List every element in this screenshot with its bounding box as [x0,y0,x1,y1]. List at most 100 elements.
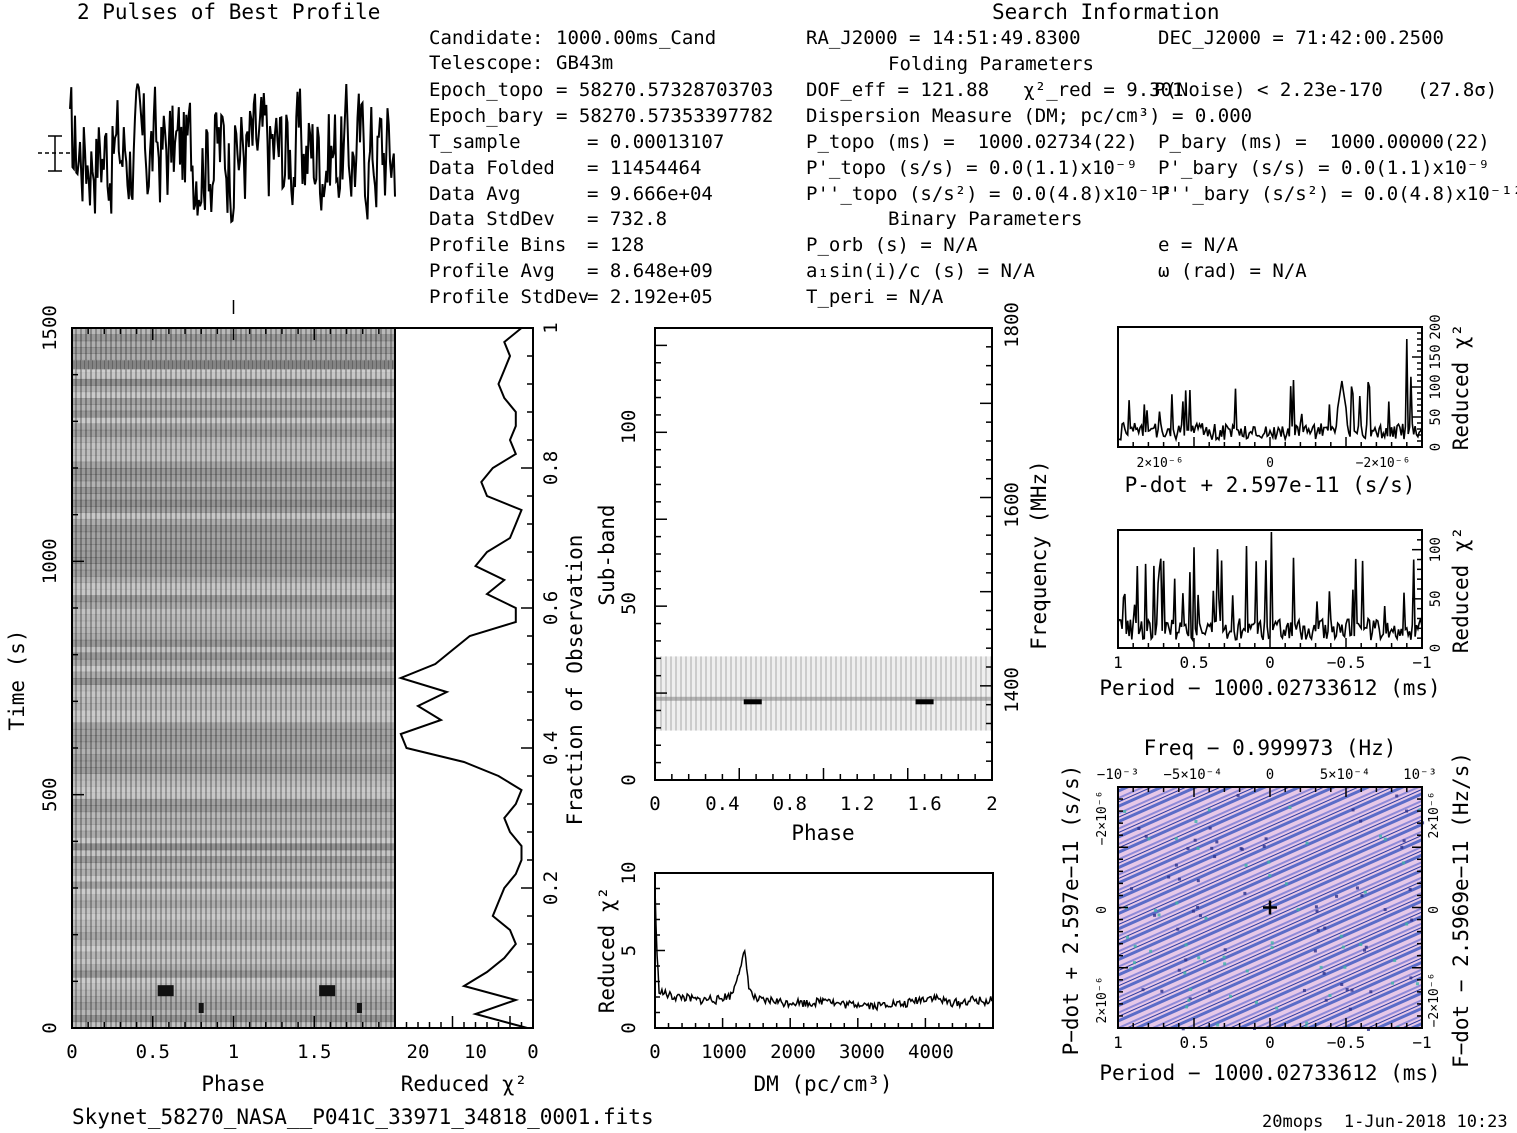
time-row [72,436,395,444]
x-tick-label: 0.4 [705,793,739,815]
time-row [72,620,395,628]
search-title: Search Information [992,0,1220,24]
y-tick-label: 0 [39,1022,61,1033]
info-label: Candidate: [429,27,544,49]
asini-text: a₁sin(i)/c (s) = N/A [806,260,1035,282]
info-value: = 128 [587,234,645,256]
y2-tick-label: 1400 [1001,667,1023,713]
pulse-blob [319,985,336,997]
time-row [72,353,395,361]
time-chi2-line [397,327,528,1029]
time-row [72,391,395,399]
time-row [72,792,395,800]
time-row [72,506,395,514]
pp-speck [1137,827,1141,831]
pp-speck [1130,887,1134,891]
y-tick-label: 2×10⁻⁶ [1095,977,1110,1024]
time-row [72,468,395,475]
pp-speck [1236,793,1240,797]
pp-speck [1393,958,1397,962]
pp-speck [1296,908,1300,912]
pp-speck [1324,998,1328,1002]
pp-speck [1364,945,1368,949]
time-row [72,588,395,596]
x-axis-label: Phase [791,821,854,845]
pp-speck [1132,961,1136,965]
time-row [72,837,395,844]
top-tick-label: −5×10⁻⁴ [1163,767,1222,783]
info-value: = 58270.57353397782 [556,105,774,127]
pp-speck [1351,808,1355,812]
pp-speck [1196,846,1200,850]
time-row [72,875,395,883]
time-row [72,996,395,1004]
pp-speck [1191,909,1195,913]
pp-speck [1343,965,1347,969]
ecc-text: e = N/A [1158,234,1239,256]
time-row [72,404,395,412]
pp-speck [1157,913,1161,917]
pp-speck [1270,945,1274,949]
time-row [72,582,395,590]
y-tick-label: 0 [1428,443,1444,451]
time-row [72,480,395,488]
footer-filename: Skynet_58270_NASA__P041C_33971_34818_000… [72,1105,654,1129]
time-row [72,989,395,997]
time-row [72,932,395,940]
time-row [72,926,395,934]
pp-speck [1350,988,1354,992]
period-chi2-line [1117,531,1423,643]
pp-speck [1160,989,1164,993]
y-tick-label: 500 [39,778,61,812]
time-row [72,748,395,755]
x-tick-label: 2000 [770,1041,816,1063]
x-tick-label: 0 [1265,1033,1275,1052]
y-tick-label: 0.6 [540,591,562,625]
pp-speck [1391,981,1395,985]
time-row [72,716,395,724]
x-tick-label: 1000 [701,1041,747,1063]
time-row [72,907,395,914]
time-row [72,652,395,660]
dof-text: DOF_eff = 121.88 χ²_red = 9.301 [806,79,1184,101]
x-tick-label: −0.5 [1327,1033,1366,1052]
pp-speck [1196,905,1200,909]
pp-speck [1133,944,1137,948]
time-row [72,977,395,984]
y-axis-label: Reduced χ² [1449,324,1473,450]
pp-speck [1153,913,1157,917]
pp-speck [1359,943,1363,947]
pp-speck [1149,949,1153,953]
info-value: = 2.192e+05 [587,286,713,308]
pp-speck [1304,1025,1308,1029]
time-row [72,773,395,781]
pp-speck [1288,806,1292,810]
time-row [72,888,395,895]
time-row [72,856,395,864]
pp-speck [1198,914,1202,918]
time-row [72,423,395,431]
x-tick-label: 20 [407,1041,430,1063]
pp-speck [1302,988,1306,992]
pp-speck [1402,861,1406,865]
pp-speck [1315,909,1319,913]
time-row [72,658,395,666]
time-row [72,913,395,921]
time-row [72,849,395,857]
time-row [72,945,395,953]
info-label: Data Folded [429,157,555,179]
y-tick-label: 0 [618,774,640,785]
pp-speck [1405,922,1409,926]
porb-text: P_orb (s) = N/A [806,234,978,256]
pp-speck [1415,982,1419,986]
pp-speck [1409,976,1413,980]
time-row [72,811,395,819]
pp-speck [1355,886,1359,890]
info-label: Epoch_bary [429,105,544,127]
pdot-chi2-line [1117,338,1423,443]
time-row [72,601,395,609]
time-row [72,550,395,558]
time-row [72,398,395,405]
info-value: = 58270.57328703703 [556,79,774,101]
info-value: GB43m [556,52,614,74]
